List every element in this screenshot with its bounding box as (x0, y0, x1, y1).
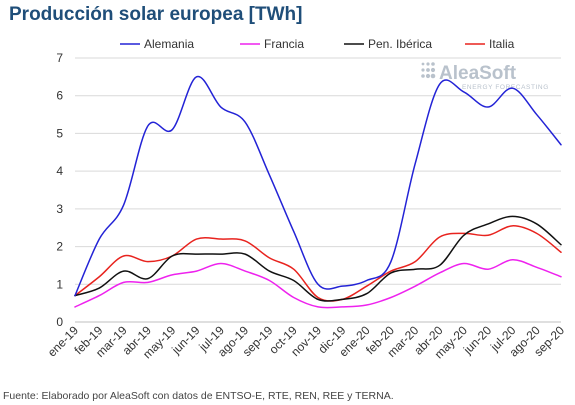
series-line-francia (74, 259, 562, 309)
watermark-dot (426, 62, 430, 66)
watermark-dot (425, 73, 431, 79)
y-tick-label: 2 (56, 240, 63, 254)
legend-label: Alemania (144, 37, 194, 51)
y-tick-label: 5 (56, 126, 63, 140)
watermark-dot (431, 62, 435, 66)
legend-label: Pen. Ibérica (368, 37, 432, 51)
legend-item-italia: Italia (465, 37, 515, 51)
source-note: Fuente: Elaborado por AleaSoft con datos… (3, 390, 394, 402)
watermark-logo-icon (421, 62, 436, 79)
series-line-alemania (74, 76, 562, 297)
x-axis: ene-19feb-19mar-19abr-19may-19jun-19jul-… (45, 323, 568, 361)
x-tick-label: jun-20 (460, 323, 494, 357)
y-axis: 0 1 2 3 4 5 6 7 (56, 51, 63, 329)
y-tick-label: 1 (56, 277, 63, 291)
y-tick-label: 6 (56, 89, 63, 103)
y-tick-label: 0 (56, 315, 63, 329)
y-tick-label: 4 (56, 164, 63, 178)
legend-item-pen-ib-rica: Pen. Ibérica (344, 37, 432, 51)
legend-item-alemania: Alemania (120, 37, 194, 51)
watermark-dot (421, 62, 425, 66)
watermark-dot (426, 68, 430, 72)
y-tick-label: 7 (56, 51, 63, 65)
series-line-italia (74, 225, 562, 302)
watermark-dot (430, 73, 436, 79)
watermark-dot (421, 74, 425, 78)
y-tick-label: 3 (56, 202, 63, 216)
legend: Alemania Francia Pen. Ibérica Italia (120, 37, 515, 51)
legend-label: Francia (264, 37, 304, 51)
watermark-brand: AleaSoft (439, 63, 517, 84)
legend-label: Italia (489, 37, 515, 51)
legend-item-francia: Francia (240, 37, 304, 51)
x-tick-label: ene-19 (45, 323, 82, 360)
x-tick-label: jun-19 (168, 323, 202, 357)
watermark-tagline: ENERGY FORECASTING (462, 84, 549, 91)
series-lines (74, 76, 562, 309)
watermark-dot (421, 68, 425, 72)
chart-title: Producción solar europea [TWh] (9, 4, 303, 25)
series-line-pen-ib-rica (74, 215, 562, 302)
watermark-dot (430, 67, 436, 73)
